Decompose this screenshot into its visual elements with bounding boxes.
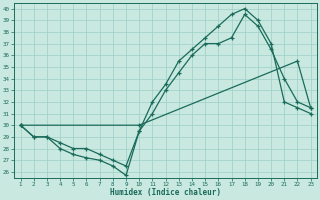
X-axis label: Humidex (Indice chaleur): Humidex (Indice chaleur) [110,188,221,197]
